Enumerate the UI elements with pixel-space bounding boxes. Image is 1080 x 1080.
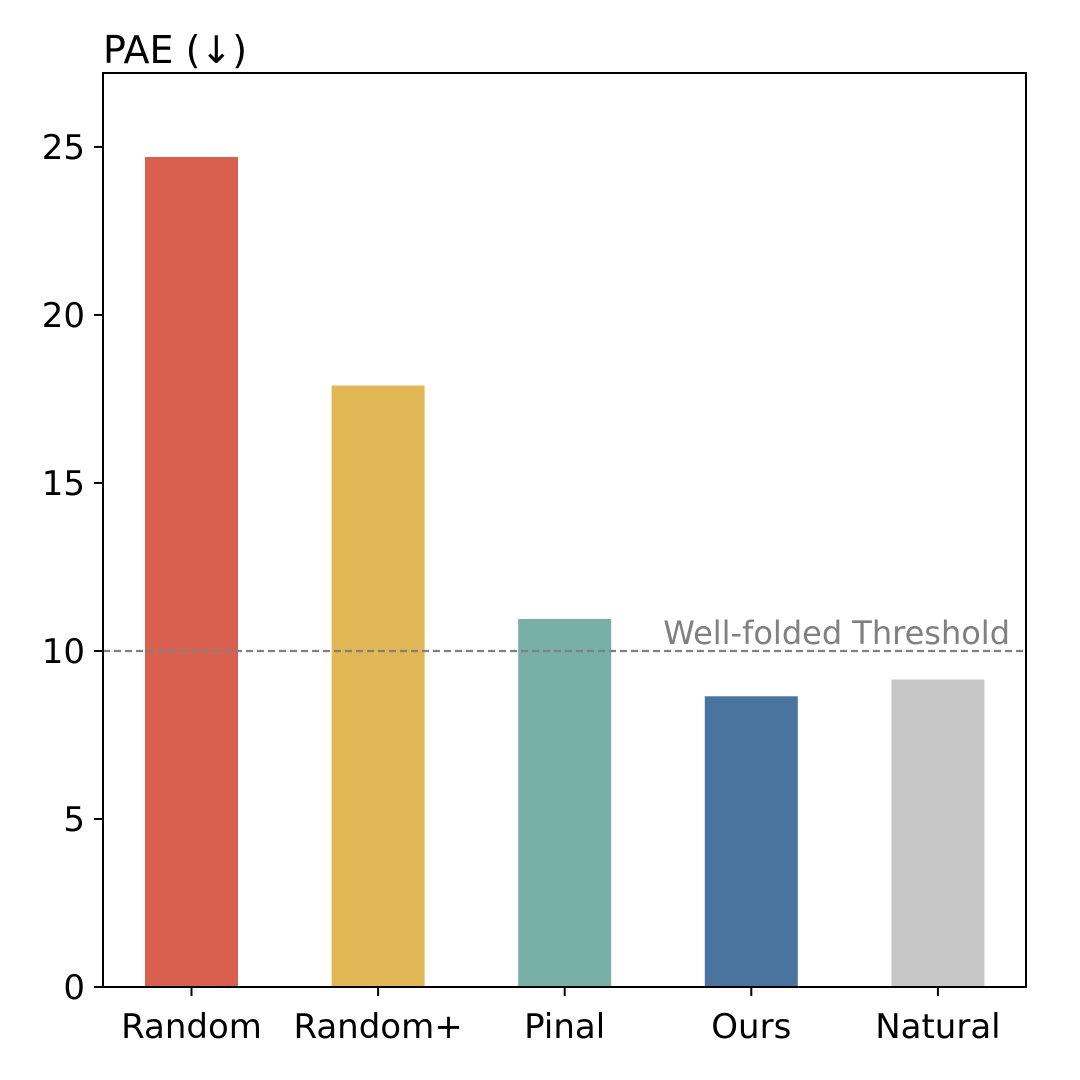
x-axis: Random Random+ Pinal Ours Natural [121,987,1001,1047]
y-tick-label: 25 [42,128,85,168]
y-tick-label: 20 [42,296,85,336]
bars-layer [145,157,985,987]
x-tick-label: Random+ [293,1007,462,1047]
x-tick-label: Natural [875,1007,1000,1047]
threshold-label: Well-folded Threshold [663,614,1010,652]
y-tick-label: 10 [42,632,85,672]
y-tick-label: 5 [63,800,85,840]
x-tick-label: Pinal [524,1007,605,1047]
bar-natural [891,679,985,987]
bar-random-plus [331,385,425,987]
y-axis: 0 5 10 15 20 25 [42,128,103,1008]
chart-title: PAE (↓) [103,28,247,72]
bar-ours [704,696,798,987]
y-tick-label: 15 [42,464,85,504]
y-tick-label: 0 [63,968,85,1008]
bar-random [145,157,238,987]
x-tick-label: Ours [711,1007,791,1047]
x-tick-label: Random [121,1007,262,1047]
bar-pinal [518,619,612,987]
